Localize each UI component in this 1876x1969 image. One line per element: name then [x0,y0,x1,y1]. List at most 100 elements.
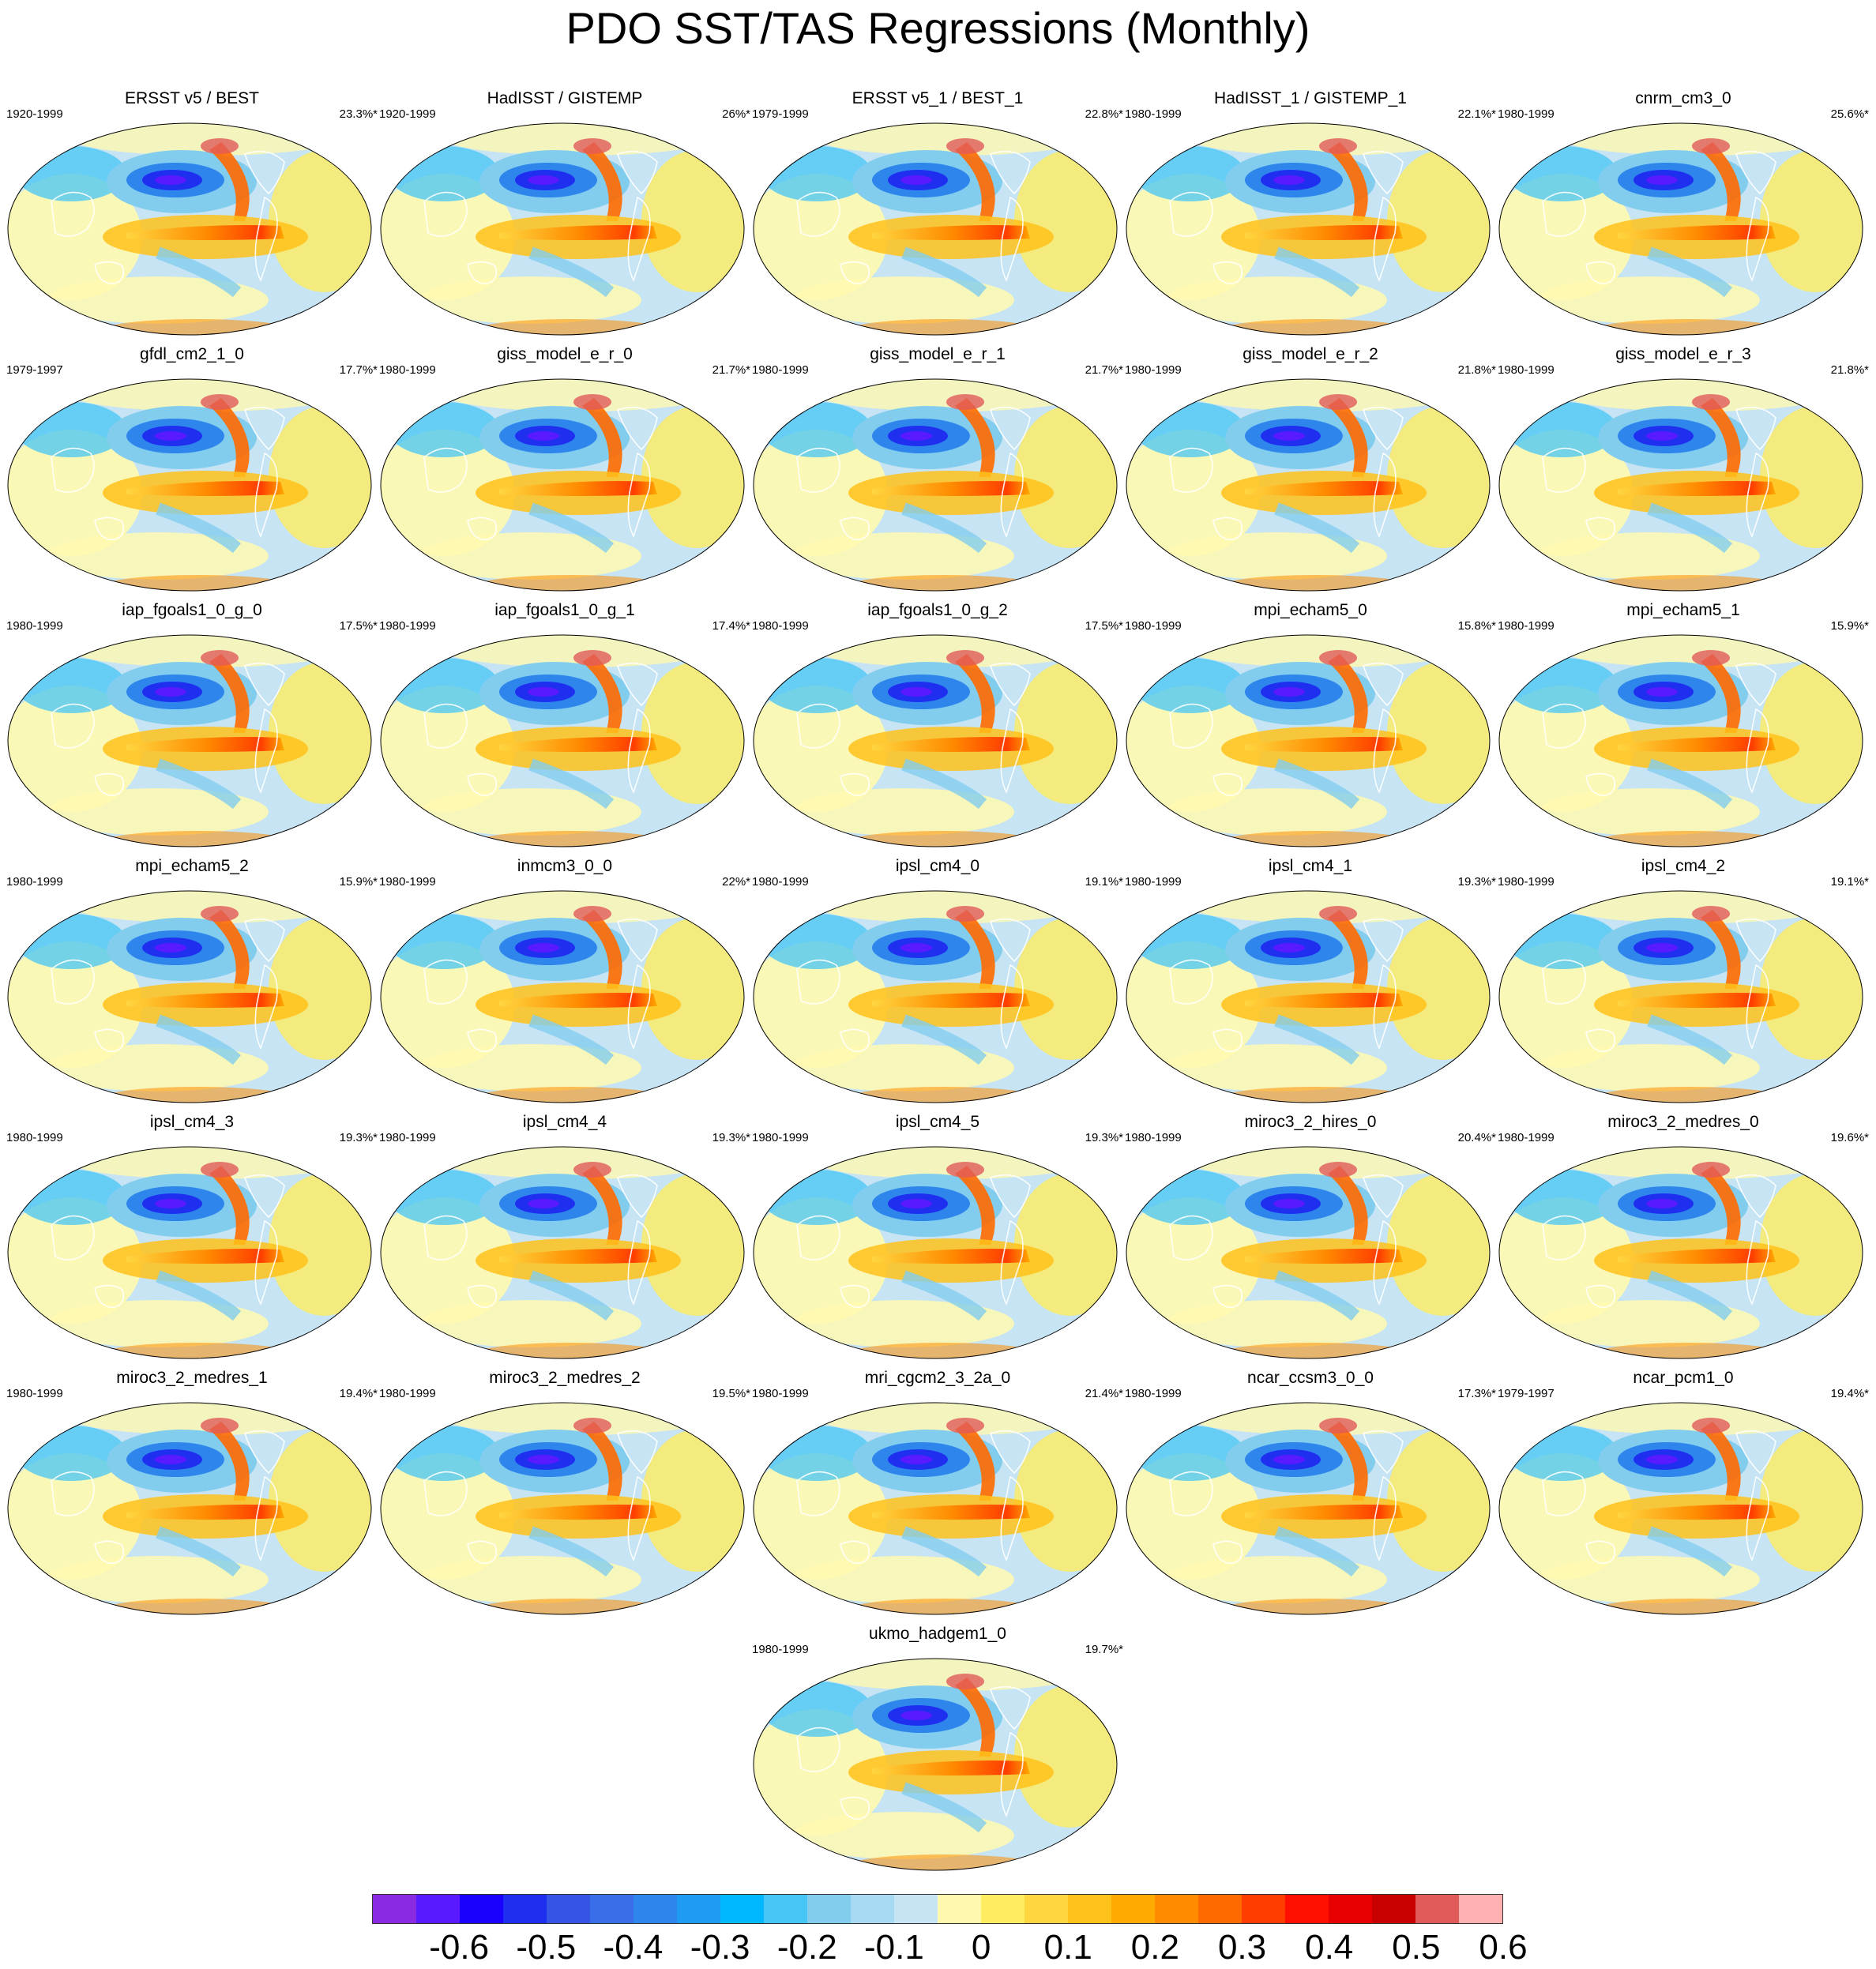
regression-map [380,1402,745,1615]
colorbar-swatch [1372,1895,1415,1923]
colorbar-swatch [633,1895,677,1923]
regression-map [1498,1146,1863,1359]
panel-percent-variance: 20.4%* [1457,1131,1496,1144]
panel-percent-variance: 15.9%* [339,875,378,889]
panel-percent-variance: 22%* [722,875,750,889]
regression-map [7,1402,372,1615]
panel-period: 1980-1999 [1125,363,1182,377]
colorbar-tick-label: 0.4 [1305,1928,1354,1967]
map-panel: HadISST_1 / GISTEMP_1 1980-1999 22.1%* [1125,88,1496,341]
panel-percent-variance: 19.4%* [339,1387,378,1400]
panel-period: 1980-1999 [379,363,436,377]
panel-percent-variance: 15.9%* [1830,619,1869,633]
regression-map [753,890,1118,1103]
panel-percent-variance: 17.4%* [712,619,750,633]
panel-period: 1980-1999 [1125,107,1182,121]
panel-percent-variance: 22.8%* [1085,107,1123,121]
regression-map [7,634,372,847]
colorbar-swatch [1242,1895,1285,1923]
panel-percent-variance: 19.3%* [1457,875,1496,889]
colorbar-swatch [677,1895,720,1923]
panel-title: mri_cgcm2_3_2a_0 [864,1369,1011,1387]
panel-title: miroc3_2_medres_0 [1607,1113,1759,1131]
panel-title: mpi_echam5_1 [1626,601,1740,619]
colorbar-swatch [851,1895,894,1923]
panel-percent-variance: 17.5%* [1085,619,1123,633]
colorbar-tick-label: 0.5 [1392,1928,1441,1967]
panel-title: miroc3_2_medres_1 [116,1369,268,1387]
panel-period: 1980-1999 [1125,619,1182,633]
regression-map [1126,1146,1491,1359]
regression-map [7,1146,372,1359]
panel-title: HadISST / GISTEMP [487,89,643,107]
colorbar-swatch [590,1895,633,1923]
colorbar-labels: -0.6 -0.5 -0.4 -0.3 -0.2 -0.1 0 0.1 0.2 0.3 0.4 0.5… [372,1928,1527,1967]
map-panel: mpi_echam5_1 1980-1999 15.9%* [1498,600,1869,853]
panel-title: ipsl_cm4_5 [895,1113,980,1131]
panel-period: 1980-1999 [1125,1387,1182,1400]
panel-percent-variance: 19.1%* [1085,875,1123,889]
panel-title: ukmo_hadgem1_0 [869,1625,1006,1643]
colorbar-swatch [1415,1895,1459,1923]
colorbar-swatch [1024,1895,1068,1923]
panel-percent-variance: 17.5%* [339,619,378,633]
panel-title: mpi_echam5_2 [135,857,249,875]
panel-period: 1980-1999 [6,875,63,889]
panel-title: iap_fgoals1_0_g_0 [122,601,262,619]
map-panel: cnrm_cm3_0 1980-1999 25.6%* [1498,88,1869,341]
panel-period: 1980-1999 [379,875,436,889]
panel-title: ipsl_cm4_3 [149,1113,235,1131]
regression-map [753,1658,1118,1871]
panel-title: ncar_pcm1_0 [1633,1369,1734,1387]
colorbar-tick-label: 0.1 [1043,1928,1092,1967]
panel-period: 1980-1999 [752,1387,809,1400]
regression-map [380,1146,745,1359]
colorbar-swatch [416,1895,460,1923]
panel-percent-variance: 19.3%* [339,1131,378,1144]
regression-map [380,378,745,592]
regression-map [380,890,745,1103]
colorbar-swatch [547,1895,590,1923]
panel-title: cnrm_cm3_0 [1635,89,1731,107]
panel-period: 1980-1999 [1498,363,1555,377]
colorbar-swatch [1155,1895,1198,1923]
panel-period: 1980-1999 [1498,1131,1555,1144]
regression-map [753,1146,1118,1359]
colorbar-tick-label: 0 [971,1928,991,1967]
map-panel: ipsl_cm4_3 1980-1999 19.3%* [6,1112,378,1365]
map-panel: miroc3_2_medres_1 1980-1999 19.4%* [6,1368,378,1621]
colorbar-tick-label: -0.5 [516,1928,577,1967]
map-panel: ipsl_cm4_5 1980-1999 19.3%* [752,1112,1123,1365]
panel-percent-variance: 19.7%* [1085,1643,1123,1656]
regression-map [1498,890,1863,1103]
panel-title: ipsl_cm4_2 [1641,857,1726,875]
panel-percent-variance: 19.3%* [1085,1131,1123,1144]
colorbar [372,1894,1503,1924]
map-panel: ERSST v5_1 / BEST_1 1979-1999 22.8%* [752,88,1123,341]
panel-period: 1980-1999 [752,363,809,377]
panel-title: ERSST v5 / BEST [125,89,259,107]
map-panel: mri_cgcm2_3_2a_0 1980-1999 21.4%* [752,1368,1123,1621]
panel-period: 1980-1999 [379,1131,436,1144]
map-panel: HadISST / GISTEMP 1920-1999 26%* [379,88,750,341]
colorbar-tick-label: -0.2 [776,1928,837,1967]
colorbar-swatch [1111,1895,1155,1923]
colorbar-tick-label: 0.6 [1479,1928,1528,1967]
regression-map [7,122,372,336]
panel-title: miroc3_2_hires_0 [1244,1113,1377,1131]
panel-period: 1979-1999 [752,107,809,121]
colorbar-swatch [1329,1895,1372,1923]
regression-map [1126,1402,1491,1615]
regression-map [1126,378,1491,592]
panel-percent-variance: 17.7%* [339,363,378,377]
panel-title: ncar_ccsm3_0_0 [1247,1369,1374,1387]
map-panel: gfdl_cm2_1_0 1979-1997 17.7%* [6,344,378,597]
colorbar-swatch [764,1895,807,1923]
panel-period: 1980-1999 [379,1387,436,1400]
map-panel: giss_model_e_r_1 1980-1999 21.7%* [752,344,1123,597]
panel-percent-variance: 21.7%* [1085,363,1123,377]
regression-map [753,1402,1118,1615]
panel-period: 1979-1997 [6,363,63,377]
colorbar-tick-label: -0.6 [429,1928,490,1967]
colorbar-swatch [503,1895,547,1923]
